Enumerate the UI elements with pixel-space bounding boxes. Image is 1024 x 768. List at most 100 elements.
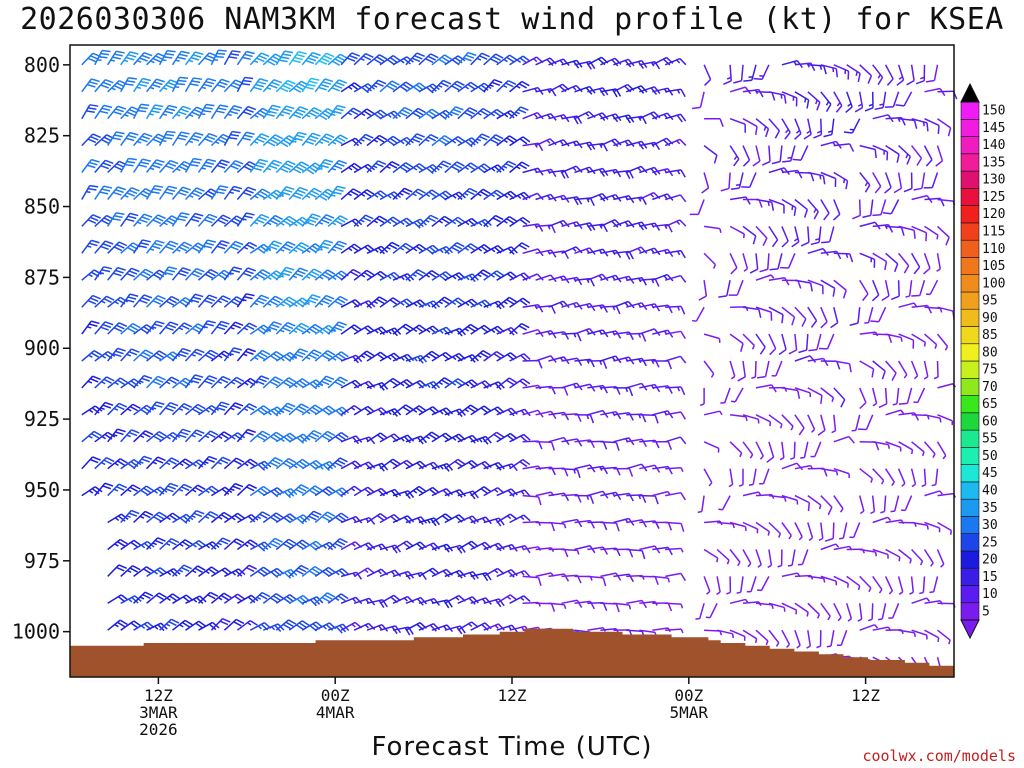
wind-barb xyxy=(379,488,402,498)
wind-barb xyxy=(781,414,794,431)
wind-barb xyxy=(626,357,647,367)
wind-barb xyxy=(146,52,167,66)
wind-barb xyxy=(913,387,926,404)
wind-barb xyxy=(574,302,596,312)
colorbar-segment xyxy=(960,257,980,275)
wind-barb xyxy=(845,603,853,622)
credit-link[interactable]: coolwx.com/models xyxy=(862,747,1016,765)
wind-barb xyxy=(816,630,822,649)
wind-barb xyxy=(820,306,828,329)
wind-barb xyxy=(327,431,349,443)
wind-barb xyxy=(924,225,939,240)
wind-barb xyxy=(146,320,165,335)
wind-barb xyxy=(158,266,178,281)
colorbar-segment xyxy=(960,119,980,137)
wind-barb xyxy=(826,630,835,648)
wind-barb xyxy=(483,79,503,93)
wind-barb xyxy=(184,157,202,173)
wind-barb xyxy=(792,145,809,161)
wind-barb xyxy=(159,159,179,173)
wind-barb xyxy=(703,145,718,164)
wind-barb xyxy=(807,357,829,367)
wind-barb xyxy=(379,377,401,389)
wind-barb xyxy=(470,597,492,605)
wind-barb xyxy=(223,376,245,389)
wind-barb xyxy=(288,403,309,416)
wind-barb xyxy=(172,458,193,470)
wind-barb xyxy=(898,117,918,129)
wind-barb xyxy=(159,457,180,470)
wind-barb xyxy=(262,431,284,443)
wind-barb xyxy=(757,576,770,592)
wind-barb xyxy=(405,243,427,254)
wind-barb xyxy=(340,460,363,470)
wind-barb xyxy=(81,375,101,389)
wind-barb xyxy=(833,143,855,152)
wind-barb xyxy=(923,549,934,567)
wind-barb xyxy=(236,564,257,577)
wind-barb xyxy=(223,50,241,66)
wind-barb xyxy=(146,375,166,389)
wind-barb xyxy=(314,405,336,416)
wind-barb xyxy=(771,145,783,165)
wind-barb xyxy=(728,279,744,296)
wind-barb xyxy=(742,333,755,350)
wind-barb xyxy=(587,248,609,257)
wind-barb xyxy=(81,320,100,335)
wind-barb xyxy=(781,226,789,248)
wind-barb xyxy=(665,305,686,315)
wind-barb xyxy=(275,402,296,416)
colorbar-segment xyxy=(960,585,980,604)
wind-barb xyxy=(288,131,307,147)
x-tick-label: 3MAR xyxy=(139,703,178,722)
wind-barb xyxy=(836,629,848,647)
wind-barb xyxy=(314,592,336,604)
wind-barb xyxy=(703,548,719,563)
wind-barb xyxy=(340,107,362,120)
wind-barb xyxy=(937,629,951,645)
wind-barb xyxy=(172,296,193,308)
wind-barb xyxy=(877,603,887,621)
x-tick-label: 2026 xyxy=(139,720,178,739)
wind-barb xyxy=(509,408,531,417)
wind-barb xyxy=(639,600,658,606)
wind-barb xyxy=(314,430,336,443)
wind-barb xyxy=(664,355,687,364)
wind-barb xyxy=(301,621,324,632)
wind-barb xyxy=(405,52,425,66)
wind-barb xyxy=(782,145,796,163)
wind-barb xyxy=(851,414,861,432)
wind-barb xyxy=(548,300,570,309)
wind-barb xyxy=(288,50,307,66)
wind-barb xyxy=(340,218,363,228)
wind-barb xyxy=(800,441,809,459)
wind-barb xyxy=(794,629,801,649)
wind-barb xyxy=(664,57,687,66)
wind-barb xyxy=(937,118,952,137)
wind-barb xyxy=(755,602,774,610)
wind-barb xyxy=(768,629,780,647)
wind-barb xyxy=(314,133,335,147)
wind-barb xyxy=(870,495,876,515)
wind-barb xyxy=(859,331,879,337)
wind-barb xyxy=(717,521,735,529)
wind-barb xyxy=(223,482,244,497)
wind-barb xyxy=(496,79,517,93)
wind-barb xyxy=(366,432,388,443)
wind-barb xyxy=(94,104,113,120)
wind-barb xyxy=(107,538,128,551)
wind-barb xyxy=(587,304,608,313)
wind-barb xyxy=(872,172,882,194)
wind-barb xyxy=(857,414,874,431)
wind-barb xyxy=(749,253,759,274)
wind-barb xyxy=(639,383,661,393)
wind-barb xyxy=(327,457,348,470)
wind-barb xyxy=(807,247,829,256)
wind-barb xyxy=(522,328,544,337)
wind-barb xyxy=(210,240,230,254)
wind-barb xyxy=(757,360,770,379)
wind-barb xyxy=(249,430,271,443)
wind-barb xyxy=(210,618,231,631)
wind-barb xyxy=(729,549,741,567)
wind-barb xyxy=(198,485,220,497)
